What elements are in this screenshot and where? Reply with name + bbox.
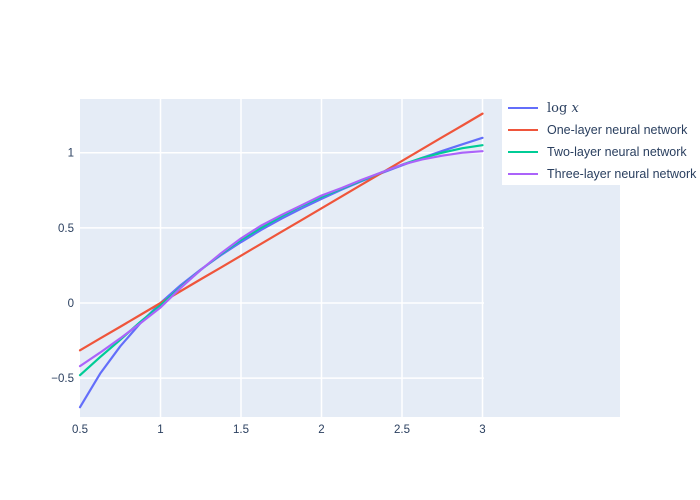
legend-label-three-layer: Three-layer neural network <box>547 166 697 181</box>
legend-label-one-layer: One-layer neural network <box>547 122 688 137</box>
legend-item-three-layer[interactable]: Three-layer neural network <box>508 165 698 184</box>
x-tick-label-1.5: 1.5 <box>233 424 249 436</box>
x-tick-label-0.5: 0.5 <box>72 424 88 436</box>
y-tick-label-0: 0 <box>68 298 74 310</box>
legend-line-swatch-three-layer <box>508 173 538 175</box>
y-tick-label-1: 1 <box>68 148 74 160</box>
x-tick-label-2.5: 2.5 <box>394 424 410 436</box>
legend-line-swatch-two-layer <box>508 151 538 153</box>
legend-label-log-prefix: log <box>547 100 572 116</box>
legend-item-two-layer[interactable]: Two-layer neural network <box>508 143 698 162</box>
legend-item-one-layer[interactable]: One-layer neural network <box>508 121 698 140</box>
y-tick-label-0.5: 0.5 <box>58 223 74 235</box>
legend-label-log-var: x <box>571 100 579 116</box>
legend-line-swatch-log-x <box>508 107 538 109</box>
legend-item-log-x[interactable]: log x <box>508 99 698 118</box>
x-tick-label-3: 3 <box>479 424 485 436</box>
series-line-one-layer-neural-network[interactable] <box>78 112 484 352</box>
legend-label-log-x: log x <box>547 102 579 115</box>
series-line-three-layer-neural-network[interactable] <box>78 150 484 368</box>
x-tick-label-2: 2 <box>318 424 324 436</box>
legend-line-swatch-one-layer <box>508 129 538 131</box>
x-tick-label-1: 1 <box>157 424 163 436</box>
legend: log x One-layer neural network Two-layer… <box>502 97 698 185</box>
y-tick-label-minus-0.5: −0.5 <box>51 373 74 385</box>
legend-label-two-layer: Two-layer neural network <box>547 144 687 159</box>
